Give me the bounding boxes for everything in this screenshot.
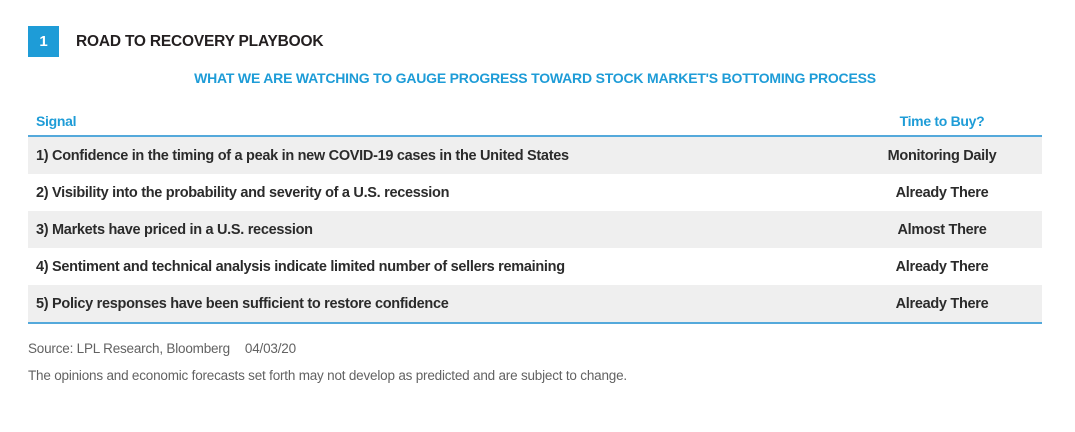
figure-title: ROAD TO RECOVERY PLAYBOOK: [76, 32, 324, 50]
figure-header: 1 ROAD TO RECOVERY PLAYBOOK: [28, 26, 1042, 57]
signals-table: Signal Time to Buy? 1) Confidence in the…: [28, 106, 1042, 324]
table-row: 1) Confidence in the timing of a peak in…: [28, 137, 1042, 174]
time-to-buy-cell: Already There: [895, 295, 989, 312]
column-header-signal: Signal: [36, 112, 77, 129]
time-to-buy-cell: Already There: [895, 258, 989, 275]
time-to-buy-cell: Already There: [895, 184, 989, 201]
signal-cell: 2) Visibility into the probability and s…: [36, 184, 450, 201]
signal-cell: 4) Sentiment and technical analysis indi…: [36, 258, 565, 275]
table-row: 2) Visibility into the probability and s…: [28, 174, 1042, 211]
time-to-buy-cell: Almost There: [897, 221, 987, 238]
table-header-row: Signal Time to Buy?: [28, 106, 1042, 137]
source-line: Source: LPL Research, Bloomberg 04/03/20: [28, 341, 1042, 356]
source-text: Source: LPL Research, Bloomberg: [28, 341, 230, 356]
signal-cell: 5) Policy responses have been sufficient…: [36, 295, 449, 312]
signal-cell: 1) Confidence in the timing of a peak in…: [36, 147, 569, 164]
figure-footer: Source: LPL Research, Bloomberg 04/03/20 …: [28, 341, 1042, 383]
time-to-buy-cell: Monitoring Daily: [887, 147, 997, 164]
table-row: 4) Sentiment and technical analysis indi…: [28, 248, 1042, 285]
disclaimer-text: The opinions and economic forecasts set …: [28, 368, 627, 383]
figure-subtitle: WHAT WE ARE WATCHING TO GAUGE PROGRESS T…: [194, 70, 876, 86]
column-header-time-to-buy: Time to Buy?: [899, 112, 985, 129]
source-date: 04/03/20: [244, 341, 296, 356]
table-row: 3) Markets have priced in a U.S. recessi…: [28, 211, 1042, 248]
table-row: 5) Policy responses have been sufficient…: [28, 285, 1042, 322]
signal-cell: 3) Markets have priced in a U.S. recessi…: [36, 221, 313, 238]
figure-number-badge: 1: [28, 26, 59, 57]
table-body: 1) Confidence in the timing of a peak in…: [28, 137, 1042, 324]
